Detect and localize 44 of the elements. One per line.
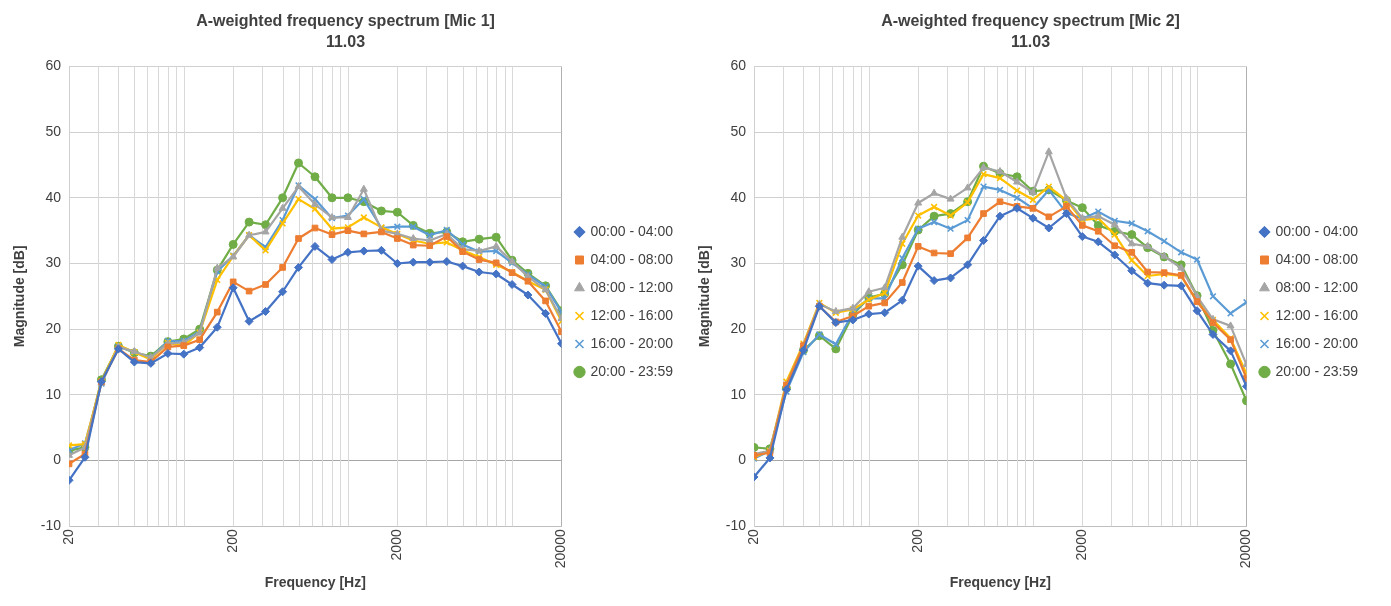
legend-label: 16:00 - 20:00 (1275, 334, 1359, 351)
y-tick-label: 20 (45, 320, 62, 337)
x-axis-title: Frequency [Hz] (949, 574, 1051, 591)
legend-label: 08:00 - 12:00 (590, 278, 674, 295)
legend-label: 00:00 - 04:00 (1275, 222, 1359, 239)
y-tick-label: 0 (53, 451, 62, 468)
x-tick-label: 20000 (552, 529, 569, 569)
chart-subtitle: 11.03 (325, 33, 366, 51)
x-tick-label: 20 (59, 529, 76, 545)
y-tick-label: 50 (730, 122, 747, 139)
x-tick-label: 20 (744, 529, 761, 545)
legend-label: 16:00 - 20:00 (590, 334, 674, 351)
y-tick-label: 10 (45, 385, 62, 402)
y-axis-title: Magnitude [dB] (696, 245, 713, 348)
x-tick-label: 200 (224, 529, 241, 553)
legend-label: 04:00 - 08:00 (590, 250, 674, 267)
y-tick-label: 60 (730, 57, 747, 74)
y-tick-label: 30 (730, 254, 747, 271)
legend-label: 12:00 - 16:00 (1275, 306, 1359, 323)
legend-label: 04:00 - 08:00 (1275, 250, 1359, 267)
legend-label: 20:00 - 23:59 (590, 362, 674, 379)
x-tick-label: 2000 (1073, 529, 1090, 561)
y-axis-title: Magnitude [dB] (11, 245, 28, 348)
legend-label: 12:00 - 16:00 (590, 306, 674, 323)
x-tick-label: 20000 (1237, 529, 1254, 569)
legend-label: 00:00 - 04:00 (590, 222, 674, 239)
y-tick-label: 30 (45, 254, 62, 271)
y-tick-label: 20 (730, 320, 747, 337)
y-tick-label: -10 (40, 517, 62, 534)
x-tick-label: 200 (909, 529, 926, 553)
chart-title: A-weighted frequency spectrum [Mic 1] (196, 12, 495, 30)
chart-title: A-weighted frequency spectrum [Mic 2] (881, 12, 1180, 30)
x-tick-label: 2000 (388, 529, 405, 561)
y-tick-label: 40 (45, 188, 62, 205)
chart-subtitle: 11.03 (1010, 33, 1051, 51)
x-axis-title: Frequency [Hz] (264, 574, 366, 591)
legend-label: 08:00 - 12:00 (1275, 278, 1359, 295)
y-tick-label: 40 (730, 188, 747, 205)
legend-label: 20:00 - 23:59 (1275, 362, 1359, 379)
y-tick-label: 10 (730, 385, 747, 402)
y-tick-label: 0 (738, 451, 747, 468)
y-tick-label: 60 (45, 57, 62, 74)
y-tick-label: -10 (725, 517, 747, 534)
y-tick-label: 50 (45, 122, 62, 139)
